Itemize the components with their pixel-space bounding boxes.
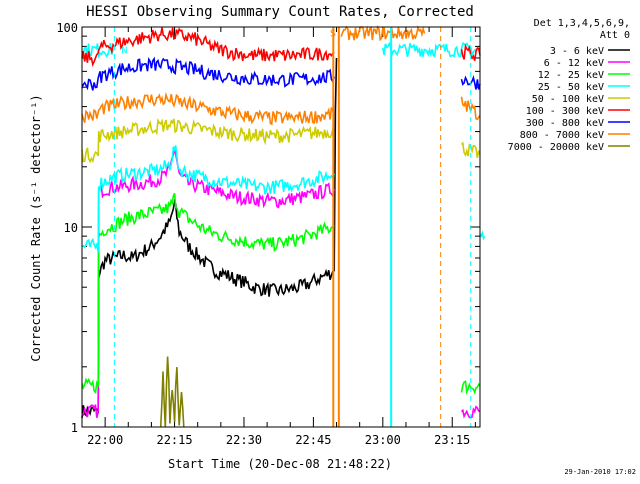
series-50-100-kev-trace bbox=[81, 117, 335, 164]
series-100-300-kev-trace bbox=[81, 27, 335, 67]
series-100-300-kev bbox=[81, 27, 481, 67]
series-50-100-kev bbox=[81, 117, 481, 164]
legend-label: 3 - 6 keV bbox=[550, 46, 604, 57]
y-tick-label: 100 bbox=[56, 21, 78, 35]
y-axis-label: Corrected Count Rate (s⁻¹ detector⁻¹) bbox=[29, 94, 43, 361]
series-25-50-kev-trace bbox=[81, 145, 335, 253]
annotation-label: S bbox=[330, 28, 336, 39]
series-25-50-kev bbox=[81, 41, 486, 253]
series-6-12-kev bbox=[81, 148, 481, 419]
x-tick-label: 22:00 bbox=[87, 433, 123, 447]
legend-label: 6 - 12 keV bbox=[544, 58, 604, 69]
legend-item-25-50-kev: 25 - 50 keV bbox=[538, 82, 630, 93]
series-25-50-kev-trace bbox=[382, 41, 481, 59]
series-6-12-kev-trace bbox=[81, 148, 335, 418]
plot-frame bbox=[81, 26, 481, 428]
x-tick-label: 22:30 bbox=[226, 433, 262, 447]
series-3-6-kev bbox=[81, 57, 338, 419]
legend-item-800-7000-kev: 800 - 7000 keV bbox=[520, 130, 630, 141]
x-tick-label: 23:15 bbox=[434, 433, 470, 447]
series-300-800-kev bbox=[81, 56, 481, 91]
series-300-800-kev-trace bbox=[81, 56, 335, 91]
legend-label: 50 - 100 keV bbox=[532, 94, 604, 105]
x-tick-label: 22:45 bbox=[295, 433, 331, 447]
legend-label: 12 - 25 keV bbox=[538, 70, 604, 81]
legend-item-12-25-kev: 12 - 25 keV bbox=[538, 70, 630, 81]
series-7000-20000-kev-trace bbox=[159, 356, 185, 428]
y-tick-label: 1 bbox=[71, 421, 78, 435]
legend-header-line-2: Att 0 bbox=[600, 30, 630, 41]
legend-item-50-100-kev: 50 - 100 keV bbox=[532, 94, 630, 105]
chart-title: HESSI Observing Summary Count Rates, Cor… bbox=[86, 4, 474, 20]
legend-item-6-12-kev: 6 - 12 keV bbox=[544, 58, 630, 69]
series-800-7000-kev-trace bbox=[81, 91, 335, 126]
legend-item-300-800-kev: 300 - 800 keV bbox=[526, 118, 630, 129]
legend-item-7000-20000-kev: 7000 - 20000 keV bbox=[508, 142, 630, 153]
timestamp: 29-Jan-2010 17:02 bbox=[564, 468, 636, 476]
legend-label: 100 - 300 keV bbox=[526, 106, 604, 117]
x-tick-label: 22:15 bbox=[156, 433, 192, 447]
series-12-25-kev bbox=[81, 192, 481, 396]
y-tick-label: 10 bbox=[64, 221, 78, 235]
legend-label: 800 - 7000 keV bbox=[520, 130, 604, 141]
legend-item-100-300-kev: 100 - 300 keV bbox=[526, 106, 630, 117]
legend-label: 7000 - 20000 keV bbox=[508, 142, 604, 153]
legend-item-3-6-kev: 3 - 6 keV bbox=[550, 46, 630, 57]
legend-header-line-1: Det 1,3,4,5,6,9, bbox=[534, 18, 630, 29]
series-12-25-kev-trace bbox=[81, 192, 335, 395]
annotation-label: N bbox=[121, 46, 127, 57]
series-800-7000-kev-trace bbox=[340, 24, 426, 42]
x-axis-label: Start Time (20-Dec-08 21:48:22) bbox=[168, 457, 392, 471]
series-7000-20000-kev bbox=[159, 356, 185, 428]
legend-label: 25 - 50 keV bbox=[538, 82, 604, 93]
series-25-50-kev-trace bbox=[479, 230, 486, 241]
series-3-6-kev-trace bbox=[81, 198, 335, 419]
series-3-6-kev-trace bbox=[333, 57, 338, 272]
legend-label: 300 - 800 keV bbox=[526, 118, 604, 129]
x-tick-label: 23:00 bbox=[365, 433, 401, 447]
